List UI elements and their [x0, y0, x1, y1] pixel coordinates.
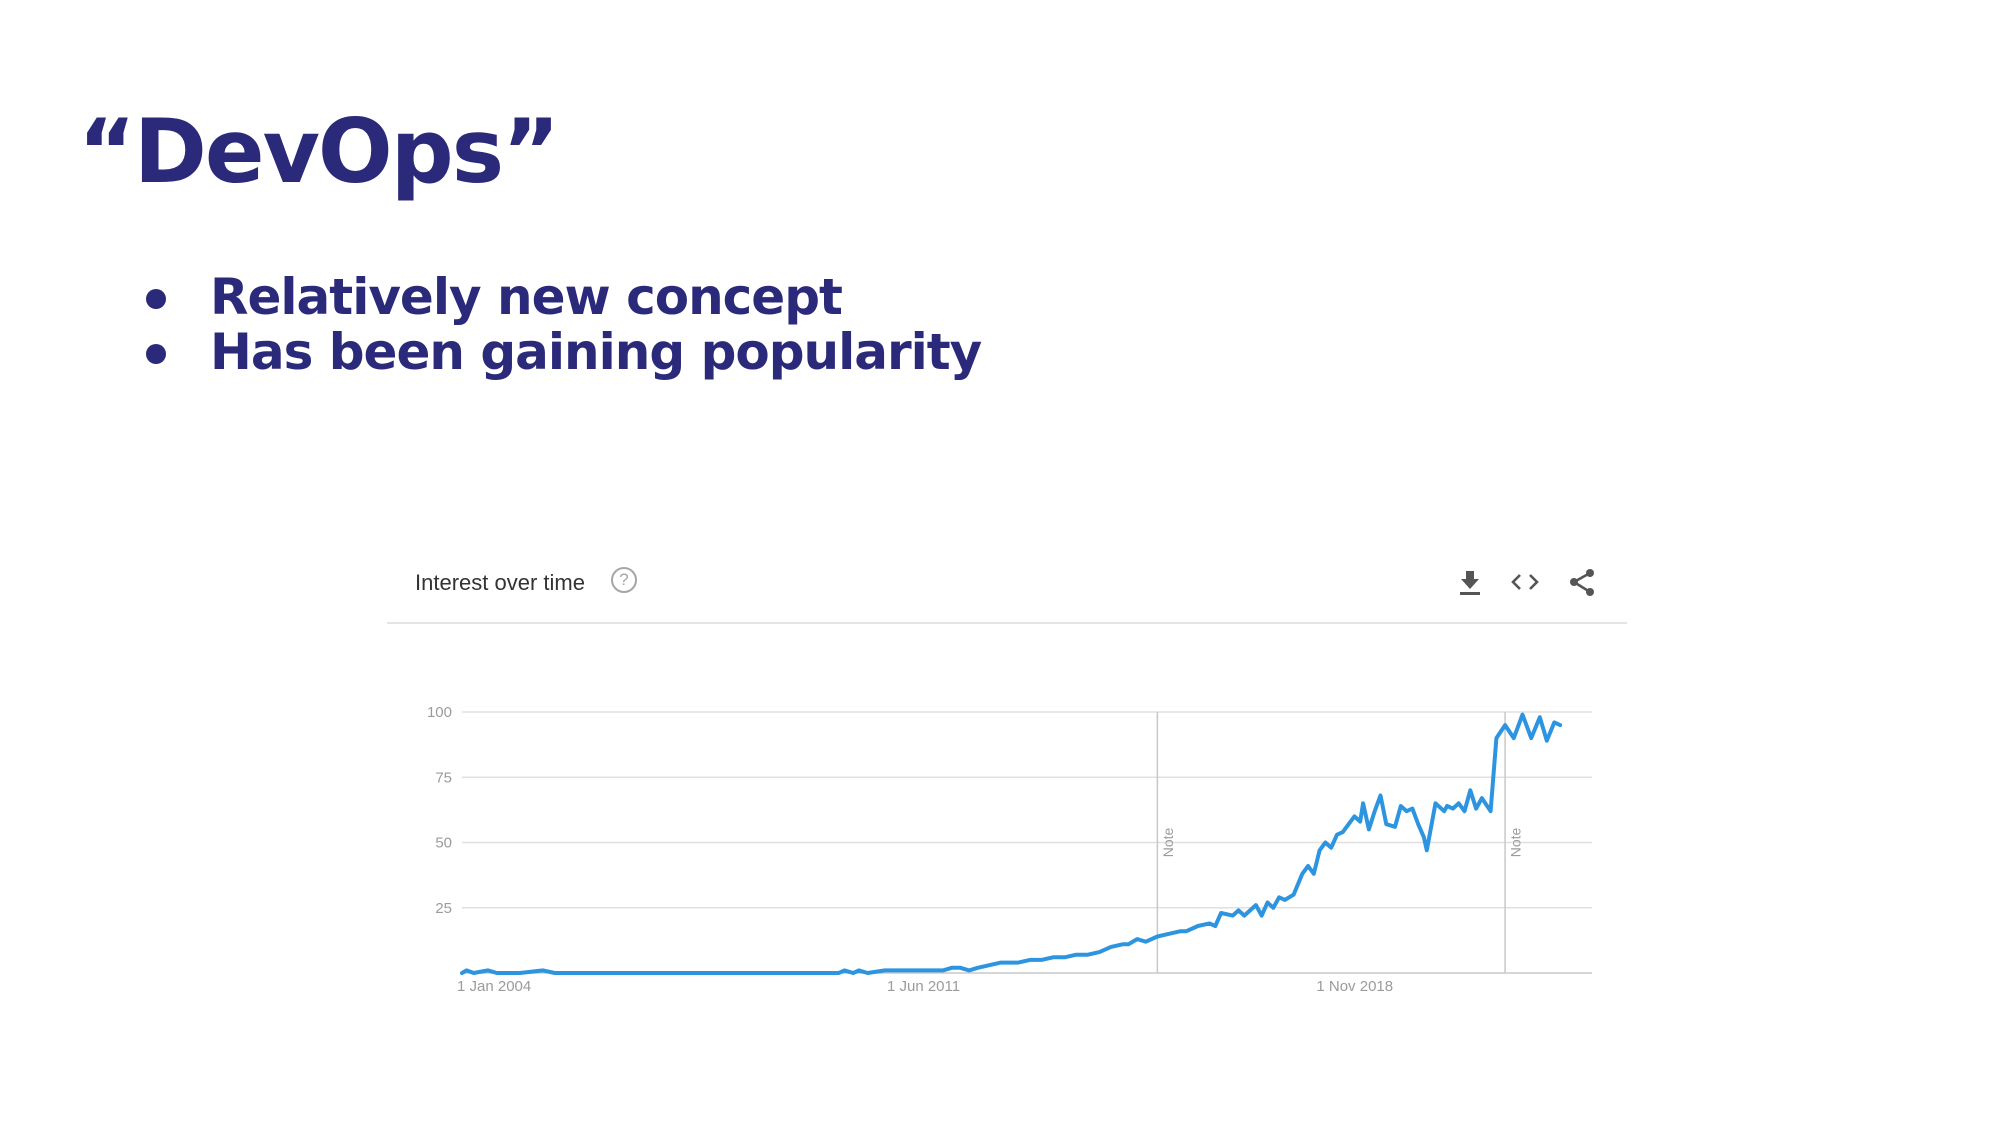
note-marker-label: Note [1507, 828, 1523, 858]
x-tick-label: 1 Jun 2011 [887, 978, 960, 995]
trends-widget-header: Interest over time ? [387, 548, 1627, 624]
embed-code-icon[interactable] [1509, 566, 1541, 598]
y-tick-label: 100 [427, 704, 452, 721]
slide-title: “DevOps” [78, 100, 560, 203]
y-tick-label: 50 [435, 835, 452, 852]
download-icon[interactable] [1454, 566, 1486, 598]
widget-title: Interest over time [415, 570, 585, 595]
help-icon[interactable]: ? [611, 567, 637, 593]
y-tick-label: 75 [435, 769, 452, 786]
y-tick-label: 25 [435, 900, 452, 917]
bullet-list: Relatively new concept Has been gaining … [140, 270, 982, 380]
x-tick-label: 1 Nov 2018 [1316, 978, 1393, 995]
bullet-item: Has been gaining popularity [140, 325, 982, 380]
trend-series-line [460, 712, 1563, 975]
note-marker-label: Note [1160, 828, 1176, 858]
share-icon[interactable] [1566, 566, 1598, 598]
x-tick-label: 1 Jan 2004 [457, 978, 531, 995]
bullet-item: Relatively new concept [140, 270, 981, 325]
interest-over-time-chart: 25 50 75 100 1 Jan 2004 1 Jun 2011 1 Nov 2018 N… [427, 704, 1592, 995]
